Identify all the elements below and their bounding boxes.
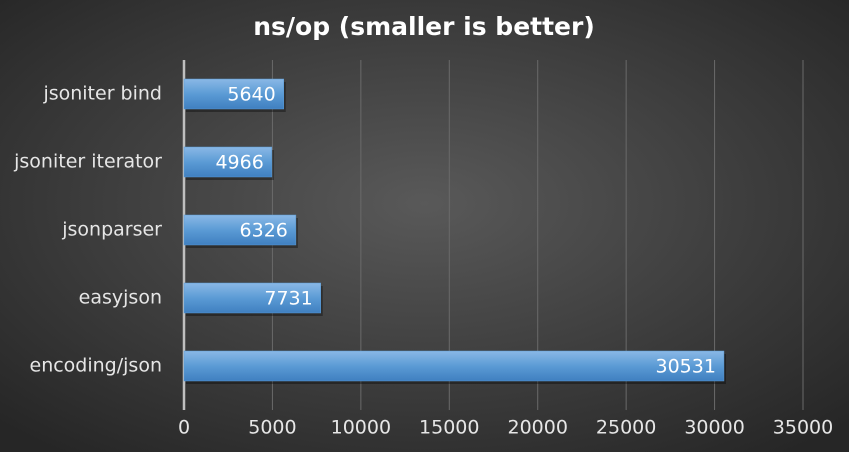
data-label: 30531	[656, 356, 716, 378]
x-tick-label: 20000	[507, 417, 567, 439]
data-label: 4966	[215, 152, 263, 174]
bar	[183, 214, 297, 246]
bar	[183, 282, 321, 314]
y-tick-label: jsonparser	[61, 219, 162, 241]
y-tick-label: encoding/json	[30, 355, 163, 377]
data-label: 7731	[264, 288, 312, 310]
y-tick-label: jsoniter iterator	[13, 151, 162, 173]
y-tick-label: jsoniter bind	[42, 83, 162, 105]
x-tick-label: 30000	[684, 417, 744, 439]
bar	[183, 146, 273, 178]
x-tick-label: 0	[178, 417, 190, 439]
x-tick-label: 15000	[419, 417, 479, 439]
bar	[183, 78, 284, 110]
x-tick-label: 5000	[248, 417, 296, 439]
y-tick-label: easyjson	[79, 287, 162, 309]
x-tick-label: 25000	[596, 417, 656, 439]
x-tick-label: 10000	[331, 417, 391, 439]
data-label: 5640	[227, 84, 275, 106]
chart-title: ns/op (smaller is better)	[253, 12, 595, 41]
bar	[183, 350, 725, 382]
data-label: 6326	[240, 220, 288, 242]
x-tick-label: 35000	[773, 417, 833, 439]
